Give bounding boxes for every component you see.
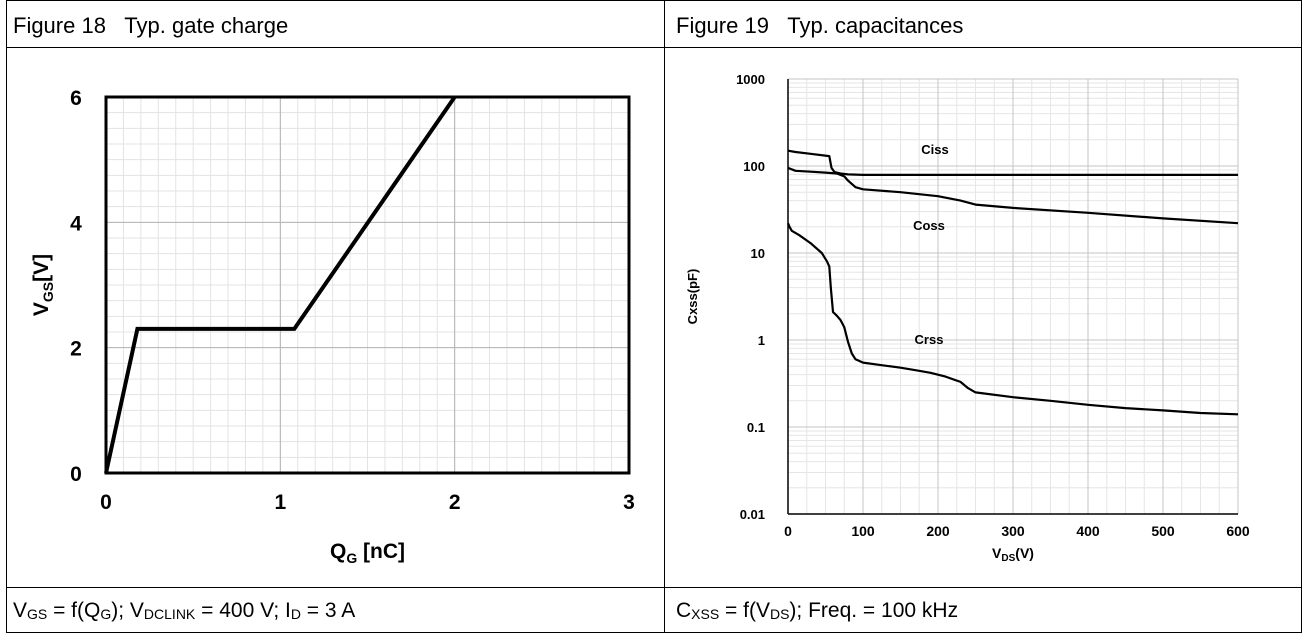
y-tick-label: 0.1 <box>747 420 765 435</box>
vgs-curve-line <box>104 95 457 474</box>
coss-curve-line <box>787 166 1239 225</box>
right-figure-caption: Figure 19 Typ. capacitances <box>676 13 963 39</box>
gate-charge-x-axis-label: QG [nC] <box>330 540 405 566</box>
y-tick-label: 2 <box>70 338 82 361</box>
crss-annotation: Crss <box>915 332 944 347</box>
y-tick-label: 100 <box>743 159 765 174</box>
y-tick-label: 1000 <box>736 72 765 87</box>
capacitance-y-axis-label: Cxss(pF) <box>685 269 700 325</box>
capacitance-chart: 0 100 200 300 400 500 600 0.01 0.1 1 10 100 1000 Cis… <box>685 72 1250 564</box>
left-footer-condition: VGS = f(QG); VDCLINK = 400 V; ID = 3 A <box>13 599 356 622</box>
x-tick-label: 1 <box>274 491 286 514</box>
gate-charge-y-axis-label: VGS[V] <box>30 254 56 316</box>
x-tick-label: 0 <box>100 491 112 514</box>
x-tick-label: 500 <box>1151 523 1175 539</box>
capacitance-series <box>786 149 1239 416</box>
y-tick-label: 4 <box>70 212 82 235</box>
gate-charge-tick-labels: 0 1 2 3 0 2 4 6 <box>70 87 635 514</box>
y-tick-label: 10 <box>751 246 765 261</box>
left-figure-caption: Figure 18 Typ. gate charge <box>13 13 288 39</box>
x-tick-label: 400 <box>1076 523 1100 539</box>
gate-charge-chart: 0 1 2 3 0 2 4 6 QG [nC] VGS[V] <box>30 87 635 566</box>
table-top-border <box>6 0 1302 1</box>
x-tick-label: 2 <box>449 491 461 514</box>
gate-charge-series <box>104 95 457 474</box>
x-tick-label: 600 <box>1226 523 1250 539</box>
right-figure-number: Figure 19 <box>676 13 769 38</box>
left-figure-title: Typ. gate charge <box>124 13 289 38</box>
figure-table <box>6 0 1302 633</box>
capacitance-tick-labels: 0 100 200 300 400 500 600 0.01 0.1 1 10 100 1000 <box>736 72 1250 539</box>
header-divider <box>6 47 1302 48</box>
gate-charge-plot-frame <box>104 95 631 475</box>
gate-charge-grid <box>105 96 630 474</box>
capacitance-x-axis-label: VDS(V) <box>992 545 1034 564</box>
right-footer-condition: CXSS = f(VDS); Freq. = 100 kHz <box>676 599 959 622</box>
coss-annotation: Coss <box>913 218 945 233</box>
capacitance-grid <box>787 78 1239 515</box>
ciss-annotation: Ciss <box>921 142 948 157</box>
x-tick-label: 3 <box>623 491 635 514</box>
y-tick-label: 0 <box>70 463 82 486</box>
y-tick-label: 1 <box>758 333 765 348</box>
x-tick-label: 100 <box>851 523 875 539</box>
capacitance-annotations: Ciss Coss Crss <box>913 142 949 347</box>
left-figure-number: Figure 18 <box>13 13 106 38</box>
y-tick-label: 6 <box>70 87 82 110</box>
x-tick-label: 200 <box>926 523 950 539</box>
y-tick-label: 0.01 <box>740 507 765 522</box>
right-figure-title: Typ. capacitances <box>787 13 964 38</box>
x-tick-label: 0 <box>784 523 792 539</box>
ciss-curve-line <box>787 149 1238 176</box>
column-divider <box>664 0 665 633</box>
crss-curve-line <box>786 222 1239 416</box>
x-tick-label: 300 <box>1001 523 1025 539</box>
footer-divider <box>6 587 1302 588</box>
